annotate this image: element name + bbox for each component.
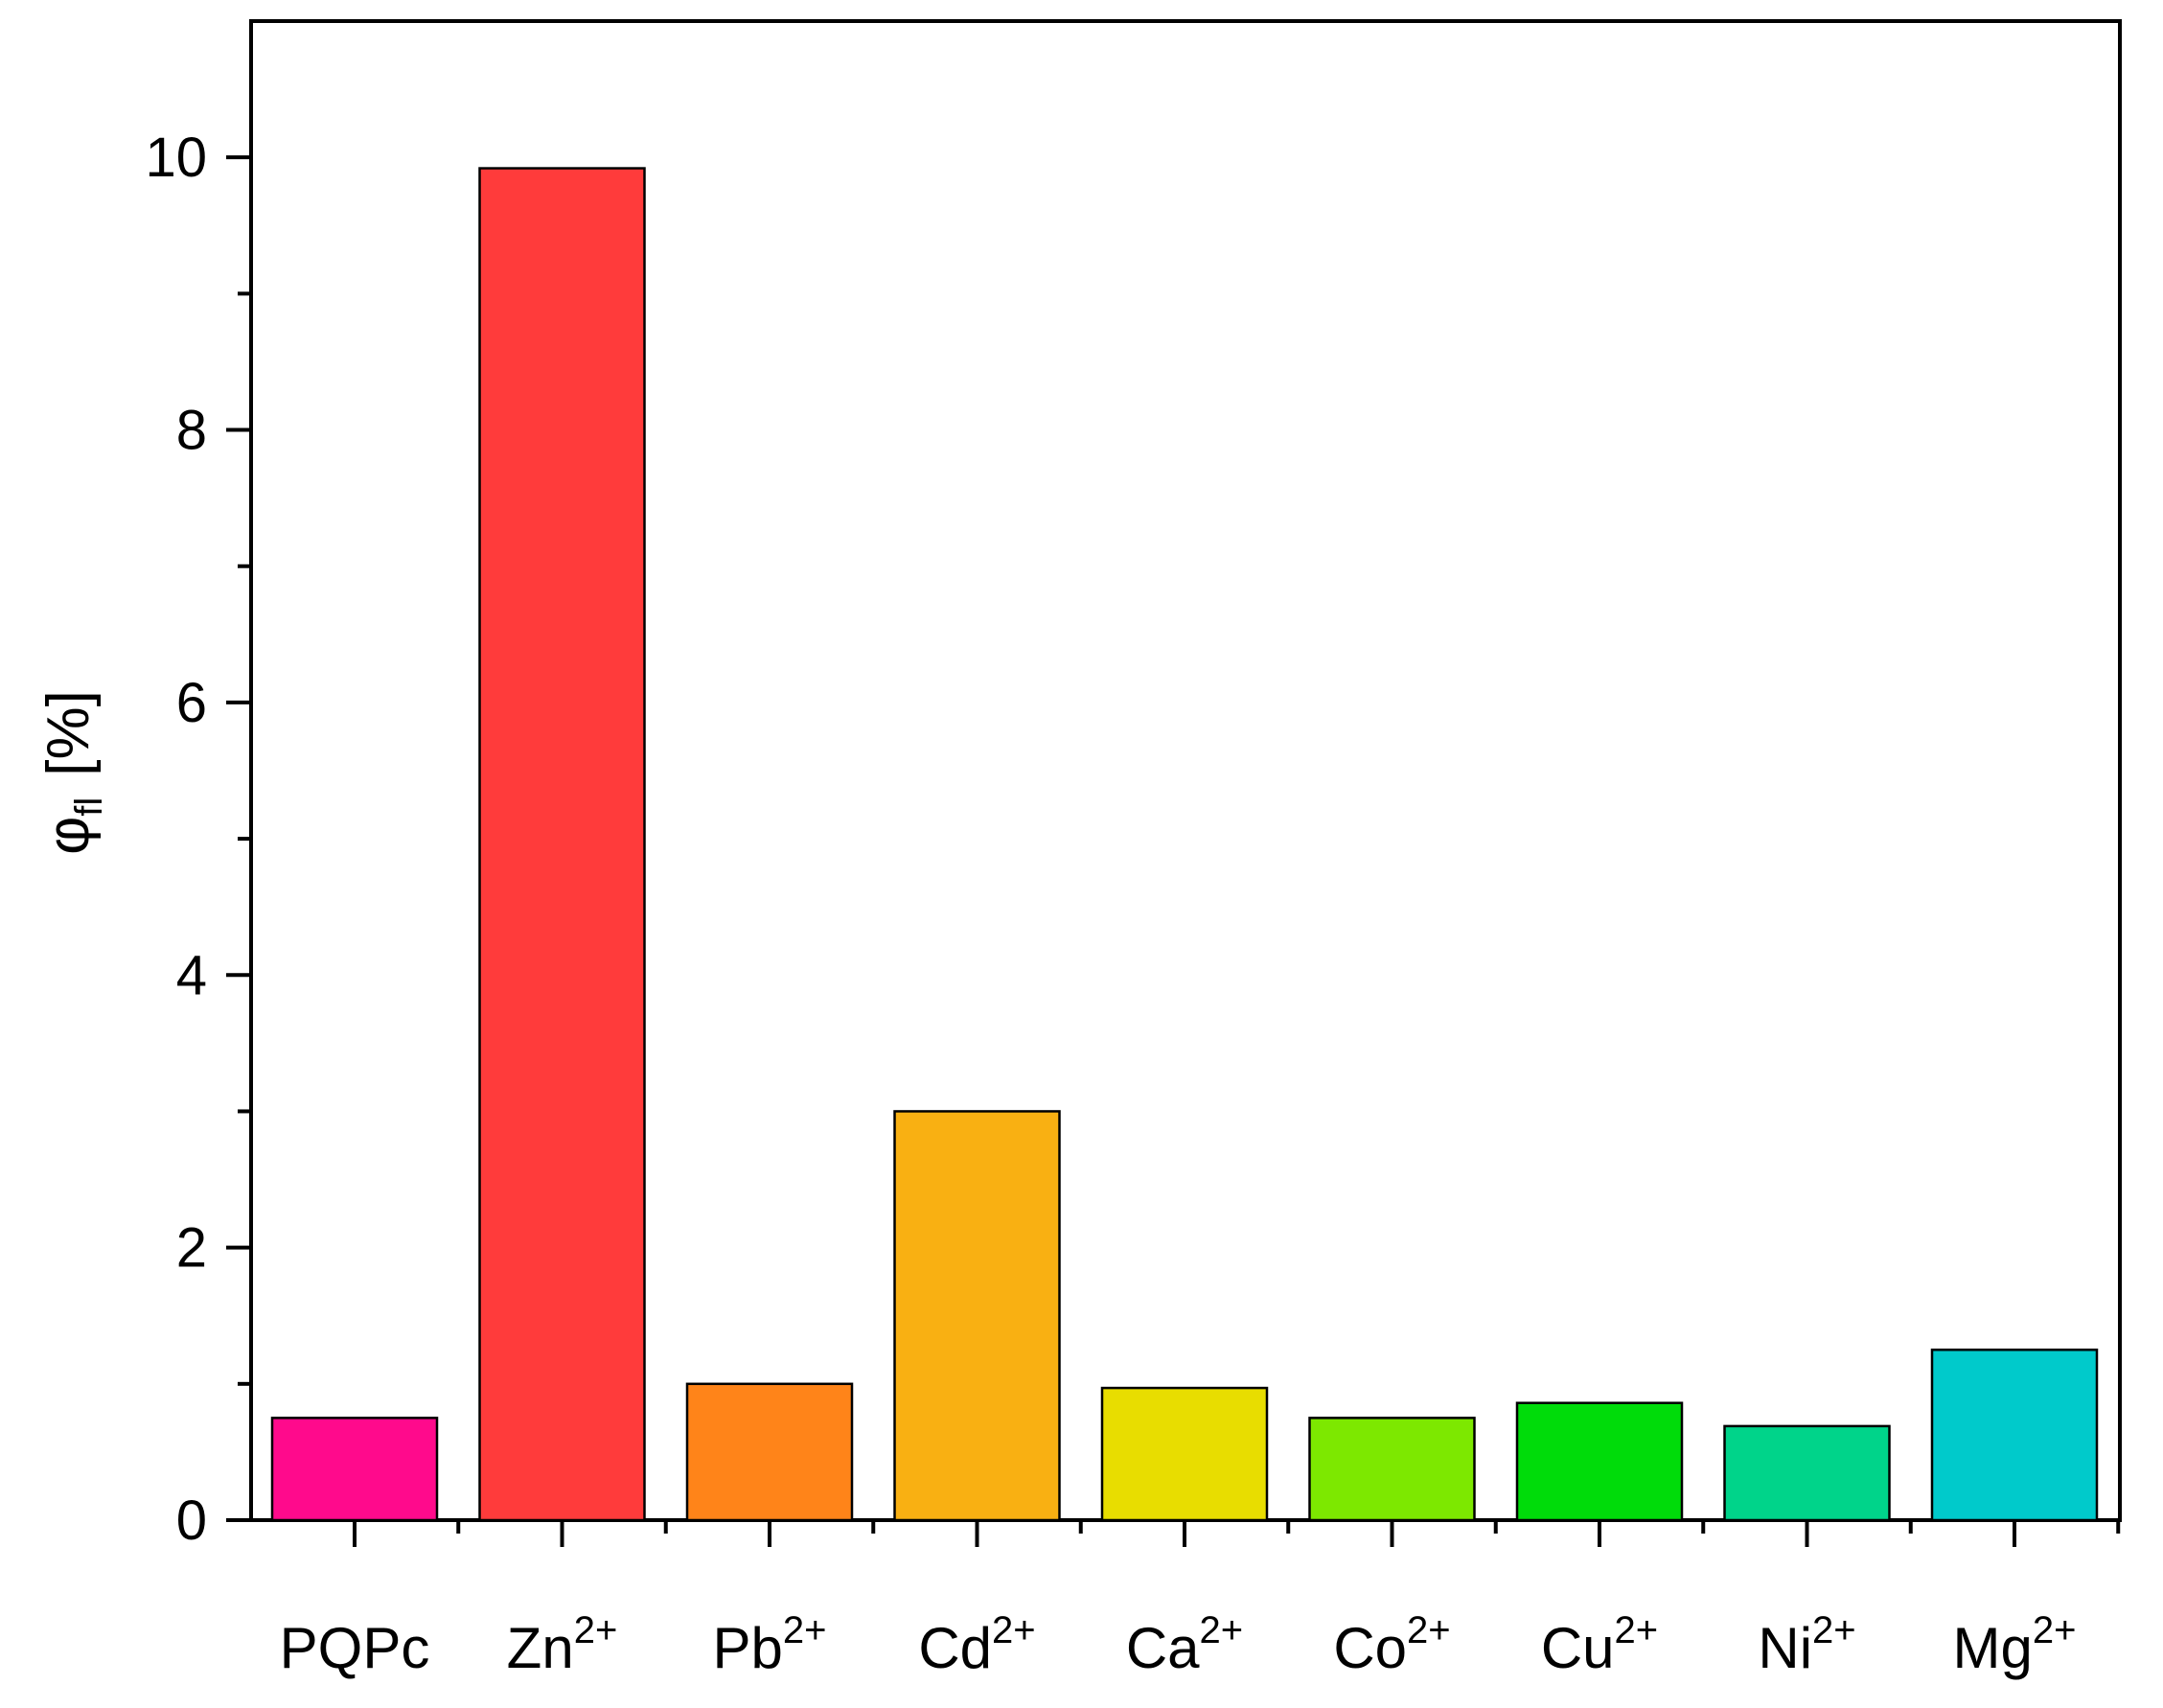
y-tick-label: 8: [176, 400, 207, 462]
y-tick-label: 10: [145, 127, 207, 189]
bar-8: [1930, 1349, 2099, 1522]
x-tick-label: Pb2+: [713, 1609, 827, 1680]
y-tick-label: 2: [176, 1217, 207, 1280]
bar-4: [1100, 1386, 1269, 1522]
bar-7: [1723, 1424, 1891, 1522]
x-tick-label: Co2+: [1333, 1609, 1450, 1680]
y-axis-title-subscript: fl: [68, 797, 110, 817]
bar-0: [270, 1417, 439, 1522]
bar-3: [893, 1110, 1061, 1522]
bar-6: [1515, 1401, 1684, 1522]
x-tick-label: Cd2+: [918, 1609, 1035, 1680]
bars-layer: [270, 167, 2099, 1522]
y-axis-title: φfl [%]: [35, 690, 110, 855]
x-tick-label: Mg2+: [1953, 1609, 2077, 1680]
bar-5: [1308, 1417, 1476, 1522]
x-tick-label: PQPc: [280, 1616, 430, 1680]
svg-text:φfl[%]: φfl [%]: [35, 690, 110, 855]
x-tick-label: Ca2+: [1126, 1609, 1243, 1680]
y-tick-label: 4: [176, 944, 207, 1006]
bar-2: [685, 1382, 854, 1522]
x-tick-label: Cu2+: [1541, 1609, 1658, 1680]
y-tick-label: 6: [176, 672, 207, 734]
x-tick-label: Zn2+: [507, 1609, 618, 1680]
y-axis-title-symbol: φ: [35, 817, 102, 855]
x-tick-label: Ni2+: [1758, 1609, 1855, 1680]
bar-1: [478, 167, 646, 1522]
y-axis-title-unit: [%]: [35, 690, 102, 776]
x-axis: PQPc Zn2+ Pb2+ Cd2+ Ca2+ Co2+ Cu2+ Ni2+ Mg2+: [280, 1520, 2121, 1680]
y-tick-label: 0: [176, 1489, 207, 1552]
y-axis: 0 2 4 6 8 10: [145, 127, 251, 1552]
